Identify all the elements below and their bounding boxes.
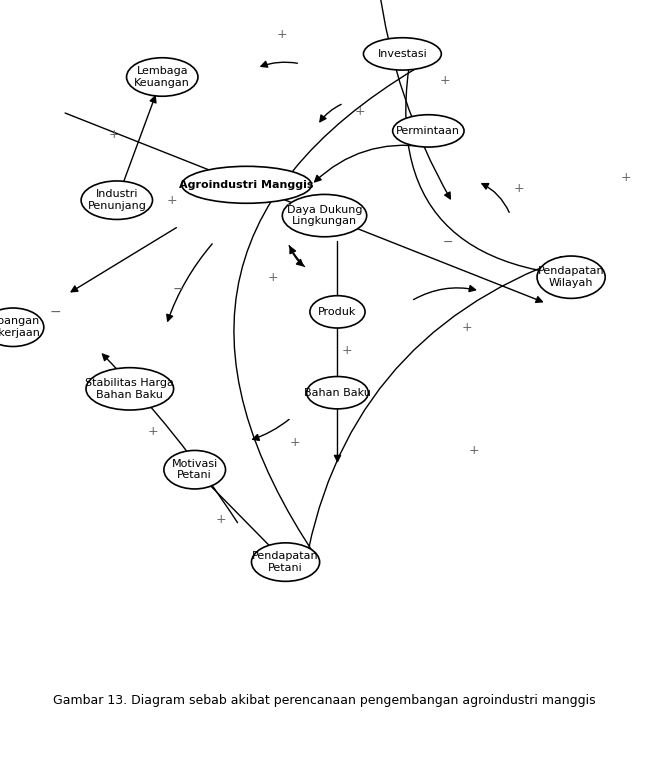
Text: Pendapatan
Petani: Pendapatan Petani <box>252 551 319 573</box>
Text: Lembaga
Keuangan: Lembaga Keuangan <box>134 66 190 88</box>
Ellipse shape <box>252 543 319 581</box>
Text: +: + <box>267 271 278 283</box>
Ellipse shape <box>363 38 441 70</box>
Text: +: + <box>469 444 479 457</box>
Text: +: + <box>621 171 631 183</box>
Text: −: − <box>49 305 61 319</box>
Text: Motivasi
Petani: Motivasi Petani <box>171 459 218 480</box>
Ellipse shape <box>86 368 174 410</box>
Text: Industri
Penunjang: Industri Penunjang <box>88 189 146 211</box>
Text: +: + <box>215 514 226 526</box>
Text: Lapangan
Pekerjaan: Lapangan Pekerjaan <box>0 316 41 338</box>
Text: −: − <box>173 282 184 296</box>
Ellipse shape <box>537 256 605 298</box>
Ellipse shape <box>282 195 367 237</box>
Text: +: + <box>147 425 158 437</box>
Text: +: + <box>514 182 524 195</box>
Text: +: + <box>108 129 119 141</box>
Text: +: + <box>277 28 288 41</box>
Text: -: - <box>287 198 291 210</box>
Text: Gambar 13. Diagram sebab akibat perencanaan pengembangan agroindustri manggis: Gambar 13. Diagram sebab akibat perencan… <box>53 695 596 707</box>
Ellipse shape <box>0 308 44 346</box>
Text: +: + <box>290 437 300 449</box>
Text: Stabilitas Harga
Bahan Baku: Stabilitas Harga Bahan Baku <box>86 378 174 400</box>
Ellipse shape <box>81 181 153 219</box>
Text: Agroindustri Manggis: Agroindustri Manggis <box>179 180 314 189</box>
Text: +: + <box>342 344 352 357</box>
Text: Daya Dukung
Lingkungan: Daya Dukung Lingkungan <box>287 205 362 226</box>
Text: −: − <box>443 236 453 249</box>
Ellipse shape <box>307 377 369 409</box>
Text: Permintaan: Permintaan <box>397 126 460 136</box>
Text: Pendapatan
Wilayah: Pendapatan Wilayah <box>538 266 604 288</box>
Text: Produk: Produk <box>318 307 357 316</box>
Ellipse shape <box>182 166 312 203</box>
Text: Investasi: Investasi <box>378 49 427 59</box>
Ellipse shape <box>164 450 226 489</box>
Ellipse shape <box>393 115 464 147</box>
Text: +: + <box>439 75 450 87</box>
Ellipse shape <box>310 296 365 328</box>
Text: +: + <box>355 105 365 118</box>
Text: +: + <box>167 194 177 206</box>
Text: +: + <box>462 321 472 333</box>
Text: Bahan Baku: Bahan Baku <box>304 388 371 397</box>
Ellipse shape <box>127 58 198 96</box>
